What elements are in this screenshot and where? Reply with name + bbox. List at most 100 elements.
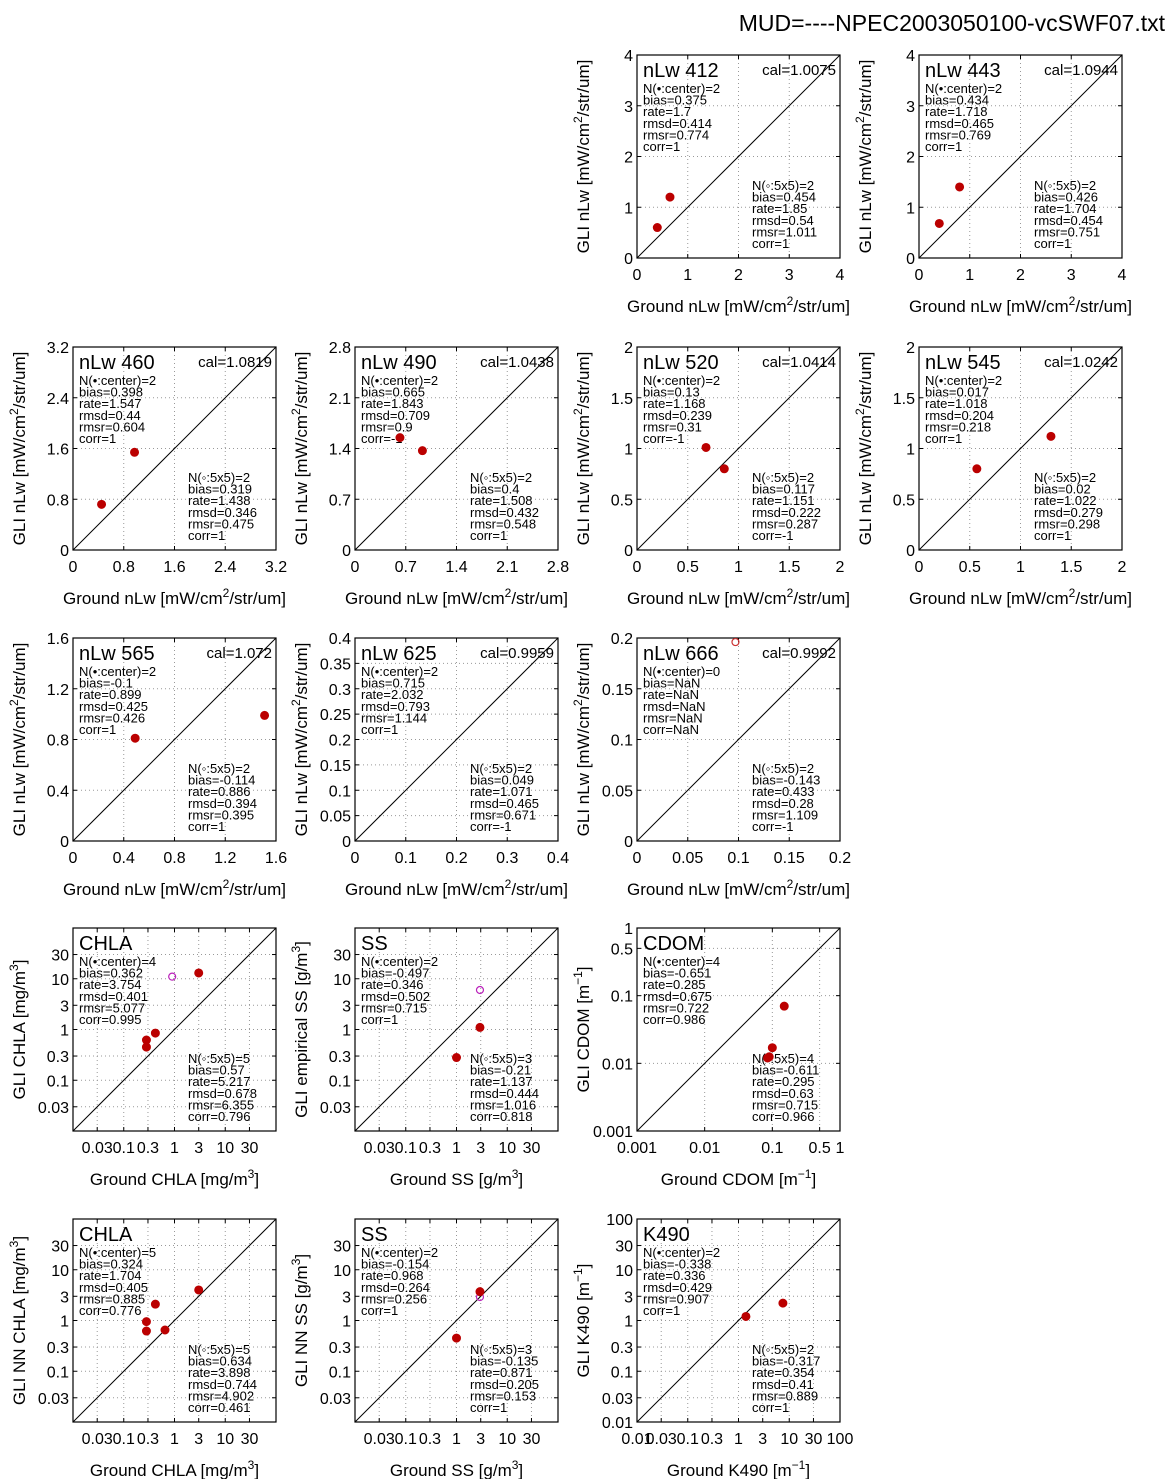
x-tick-label: 30 [241, 1431, 259, 1448]
center-stats-line: corr=1 [79, 722, 116, 737]
y-tick-label: 2 [906, 150, 915, 167]
center-stats-line: N(•:center)=4 [643, 954, 720, 969]
y-tick-label: 0.05 [320, 809, 351, 826]
y-tick-label: 0.5 [893, 492, 915, 509]
one-to-one-line [918, 54, 1123, 259]
center-stats-line: rmsd=0.502 [361, 989, 430, 1004]
center-stats-line: N(•:center)=2 [925, 81, 1002, 96]
x-tick-label: 1.2 [214, 850, 236, 867]
box-stats-line: rmsr=0.715 [752, 1097, 818, 1112]
y-tick-label: 1.6 [47, 442, 69, 459]
panel-nlw-565-6: 0 0.4 0.8 1.2 1.6 0 0.4 0.8 1.2 1.6 Ground nLw [mW… [7, 631, 287, 899]
center-stats-line: rmsd=0.239 [643, 408, 712, 423]
box-stats-line: bias=-0.317 [752, 1354, 820, 1369]
center-stats-line: N(•:center)=2 [361, 373, 438, 388]
center-stats-line: corr=1 [925, 139, 962, 154]
x-tick-label: 0.8 [113, 559, 135, 576]
box-stats-line: corr=-1 [752, 819, 794, 834]
panel-title: SS [361, 1224, 388, 1246]
center-stats-line: bias=NaN [643, 676, 700, 691]
x-tick-label: 0.01 [689, 1140, 720, 1157]
center-stats-line: rate=0.346 [361, 977, 424, 992]
y-tick-label: 0.01 [602, 1056, 633, 1073]
y-tick-label: 2 [624, 150, 633, 167]
center-stats-line: corr=1 [361, 1012, 398, 1027]
x-tick-label: 0.8 [163, 850, 185, 867]
filled-marker [141, 1326, 151, 1336]
box-stats-line: bias=-0.611 [752, 1063, 819, 1078]
box-stats-line: bias=0.4 [470, 482, 520, 497]
y-tick-label: 0.35 [320, 656, 351, 673]
x-tick-label: 0 [633, 850, 642, 867]
box-stats-line: rate=0.295 [752, 1074, 815, 1089]
center-stats-line: rate=NaN [643, 687, 699, 702]
x-tick-label: 0.15 [774, 850, 805, 867]
center-stats-line: N(•:center)=2 [361, 664, 438, 679]
calibration-label: cal=1.0075 [762, 62, 836, 79]
y-tick-label: 30 [333, 948, 351, 965]
x-tick-label: 3 [785, 267, 794, 284]
box-stats-line: rate=0.886 [188, 784, 251, 799]
center-stats-line: rmsd=NaN [643, 699, 706, 714]
y-tick-label: 30 [333, 1239, 351, 1256]
x-axis-label: Ground nLw [mW/cm2/str/um] [909, 586, 1132, 608]
center-stats-line: N(•:center)=2 [643, 1245, 720, 1260]
box-stats-line: rmsd=0.465 [470, 796, 539, 811]
center-stats-line: rate=1.843 [361, 396, 424, 411]
x-tick-label: 1.4 [445, 559, 467, 576]
y-axis-label: GLI CHLA [mg/m3] [7, 960, 29, 1100]
box-stats-line: rmsd=0.54 [752, 213, 814, 228]
x-tick-label: 10 [498, 1140, 516, 1157]
center-stats-line: rmsd=0.44 [79, 408, 141, 423]
x-tick-label: 30 [241, 1140, 259, 1157]
box-stats-line: bias=0.117 [752, 482, 815, 497]
x-tick-label: 0.3 [419, 1140, 441, 1157]
center-stats-line: N(•:center)=4 [79, 954, 156, 969]
x-tick-label: 0.3 [137, 1140, 159, 1157]
box-stats-line: N(◦:5x5)=5 [188, 1342, 250, 1357]
box-stats-line: rmsr=0.395 [188, 807, 254, 822]
filled-marker [150, 1028, 160, 1038]
y-tick-label: 0 [624, 834, 633, 851]
center-stats-line: bias=0.665 [361, 385, 425, 400]
y-axis-label: GLI nLw [mW/cm2/str/um] [289, 352, 311, 546]
x-tick-label: 0.1 [395, 1431, 417, 1448]
box-stats-line: bias=-0.135 [470, 1354, 538, 1369]
box-stats-line: corr=1 [752, 1400, 789, 1415]
y-axis-label: GLI nLw [mW/cm2/str/um] [7, 643, 29, 837]
y-tick-label: 30 [51, 948, 69, 965]
x-tick-label: 1.5 [1060, 559, 1082, 576]
panel-title: K490 [643, 1224, 690, 1246]
box-stats-line: rate=0.354 [752, 1365, 815, 1380]
box-stats-line: rate=1.438 [188, 493, 251, 508]
x-tick-label: 0.05 [672, 850, 703, 867]
center-stats-line: bias=0.017 [925, 385, 989, 400]
x-axis-label: Ground nLw [mW/cm2/str/um] [627, 877, 850, 899]
box-stats-line: rmsd=0.454 [1034, 213, 1103, 228]
x-tick-label: 1 [965, 267, 974, 284]
box-stats-line: N(◦:5x5)=2 [188, 761, 250, 776]
box-stats-line: N(◦:5x5)=2 [470, 761, 532, 776]
x-tick-label: 1 [170, 1431, 179, 1448]
y-tick-label: 0 [60, 834, 69, 851]
x-tick-label: 0.3 [496, 850, 518, 867]
panel-title: nLw 520 [643, 352, 719, 374]
box-stats-line: corr=0.461 [188, 1400, 251, 1415]
y-tick-label: 0.15 [320, 758, 351, 775]
center-stats-line: rmsr=0.774 [643, 127, 709, 142]
x-axis-label: Ground nLw [mW/cm2/str/um] [627, 586, 850, 608]
filled-marker [778, 1298, 788, 1308]
calibration-label: cal=1.0242 [1044, 354, 1118, 371]
y-tick-label: 1 [60, 1023, 69, 1040]
center-stats-line: rmsr=NaN [643, 710, 703, 725]
center-stats-line: corr=0.995 [79, 1012, 142, 1027]
calibration-label: cal=1.0438 [480, 354, 554, 371]
center-stats-line: N(•:center)=0 [643, 664, 720, 679]
calibration-label: cal=1.0819 [198, 354, 272, 371]
x-tick-label: 0.1 [113, 1431, 135, 1448]
box-stats-line: bias=-0.143 [752, 773, 820, 788]
x-tick-label: 0.03 [364, 1140, 395, 1157]
